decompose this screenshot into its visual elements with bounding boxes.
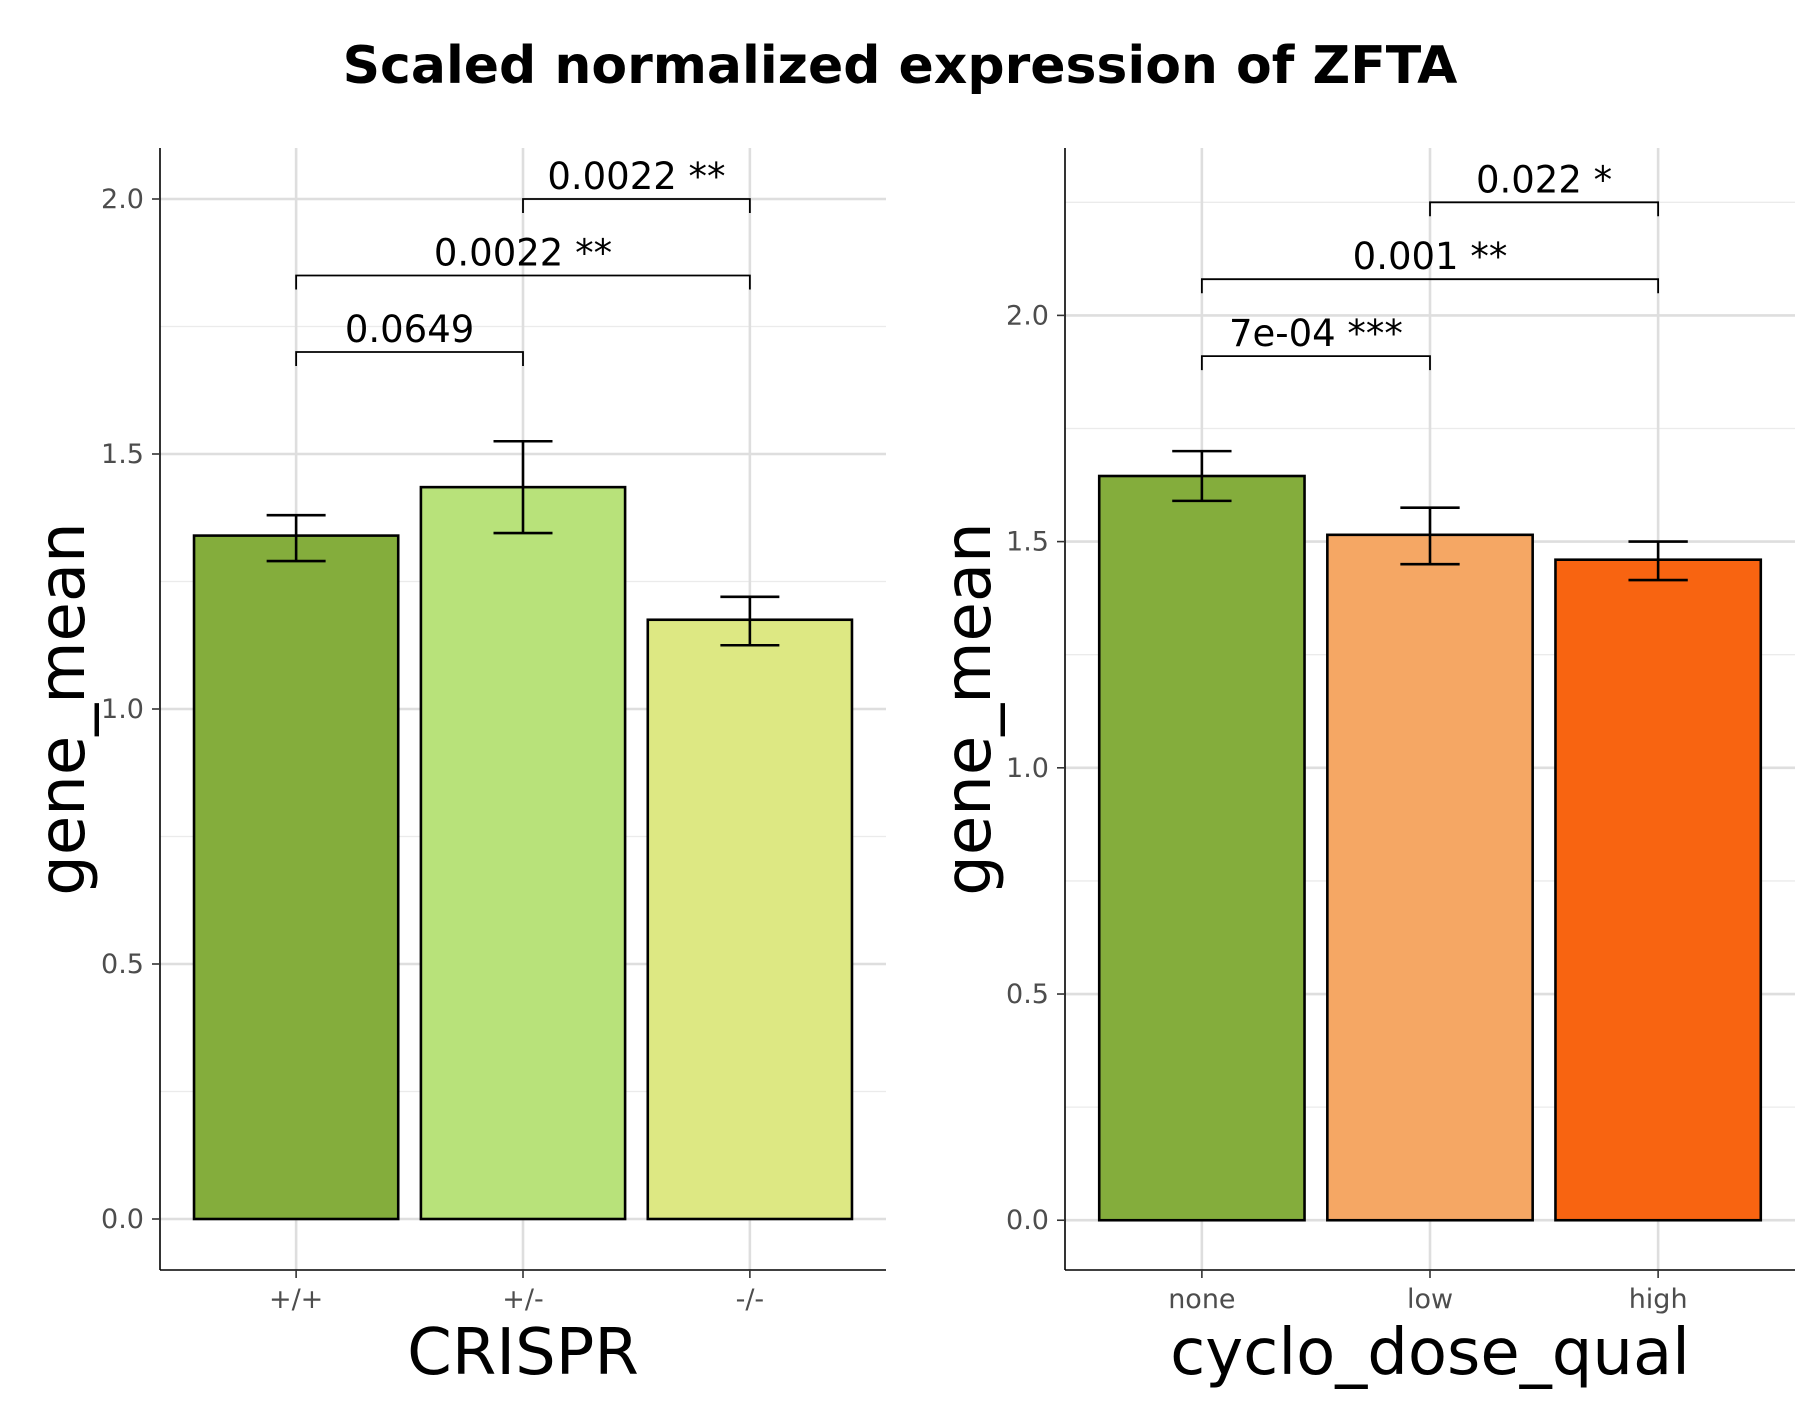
- y-tick-label: 2.0: [101, 184, 144, 215]
- bar-3: [1554, 558, 1763, 1222]
- significance-bracket-2: 0.0022 **: [295, 232, 751, 290]
- x-tick-label: high: [1629, 1284, 1688, 1315]
- bracket-line: [1429, 201, 1660, 217]
- bracket-label: 0.0649: [345, 308, 474, 351]
- x-tick-label: +/+: [269, 1284, 323, 1315]
- y-axis-title: gene_mean: [26, 522, 100, 895]
- bracket-label: 0.0022 **: [434, 232, 612, 275]
- bracket-line: [295, 274, 751, 290]
- significance-bracket-3: 0.022 *: [1429, 158, 1660, 217]
- error-bar-3: [1628, 540, 1688, 582]
- error-bar-2: [1400, 506, 1460, 566]
- bracket-line: [1200, 355, 1431, 371]
- y-tick-label: 0.5: [101, 949, 144, 980]
- y-axis-title: gene_mean: [932, 522, 1006, 895]
- bar-1: [192, 534, 400, 1221]
- bar-3: [646, 618, 854, 1221]
- significance-bracket-1: 0.0649: [295, 308, 524, 366]
- error-bar-2: [493, 439, 553, 535]
- x-axis-title: cyclo_dose_qual: [1170, 1316, 1690, 1390]
- error-bar-3: [720, 595, 780, 647]
- significance-bracket-2: 0.001 **: [1200, 235, 1660, 294]
- bar-2: [1326, 533, 1534, 1222]
- bracket-label: 0.001 **: [1353, 235, 1508, 278]
- bracket-line: [1200, 278, 1660, 294]
- panel-1: 0.0649 0.0022 ** 0.0022 ** 0.0 0.5 1.0 1.5 2.0 +…: [26, 148, 886, 1390]
- x-tick-label: low: [1407, 1284, 1453, 1315]
- bar-2: [419, 485, 627, 1221]
- bar-1: [1097, 474, 1306, 1222]
- x-tick-label: +/-: [502, 1284, 543, 1315]
- y-tick-label: 1.0: [101, 694, 144, 725]
- y-tick-label: 0.0: [1006, 1205, 1049, 1236]
- error-bar-1: [1172, 449, 1232, 503]
- x-tick-label: -/-: [736, 1284, 765, 1315]
- x-tick-label: none: [1168, 1284, 1235, 1315]
- bracket-line: [522, 198, 751, 213]
- y-tick-label: 1.5: [101, 439, 144, 470]
- significance-bracket-3: 0.0022 **: [522, 155, 751, 213]
- bracket-label: 0.022 *: [1476, 158, 1612, 201]
- error-bar-1: [266, 513, 326, 563]
- bracket-line: [295, 351, 524, 366]
- chart-title: Scaled normalized expression of ZFTA: [342, 36, 1458, 96]
- y-tick-label: 2.0: [1006, 300, 1049, 331]
- significance-bracket-1: 7e-04 ***: [1200, 312, 1431, 371]
- panel-2: 7e-04 *** 0.001 ** 0.022 * 0.0 0.5 1.0 1.5 2.0 n…: [932, 148, 1795, 1390]
- bracket-label: 0.0022 **: [547, 155, 725, 198]
- y-tick-label: 0.5: [1006, 979, 1049, 1010]
- bracket-label: 7e-04 ***: [1229, 312, 1403, 355]
- y-tick-label: 0.0: [101, 1204, 144, 1235]
- y-tick-label: 1.5: [1006, 527, 1049, 558]
- y-tick-label: 1.0: [1006, 753, 1049, 784]
- x-axis-title: CRISPR: [407, 1316, 639, 1390]
